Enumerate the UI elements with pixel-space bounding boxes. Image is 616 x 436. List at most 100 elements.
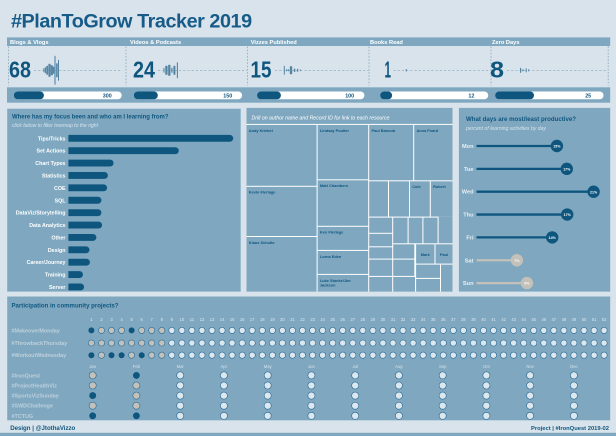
svg-text:41: 41 xyxy=(491,317,496,322)
svg-text:#SportsVizSunday: #SportsVizSunday xyxy=(12,394,59,400)
svg-text:52: 52 xyxy=(602,317,607,322)
svg-text:Jul: Jul xyxy=(353,364,358,369)
svg-text:Training: Training xyxy=(45,273,66,279)
svg-text:16: 16 xyxy=(240,317,245,322)
svg-text:32: 32 xyxy=(401,317,406,322)
svg-text:Feb: Feb xyxy=(133,364,141,369)
svg-text:Tue: Tue xyxy=(464,167,474,173)
svg-text:34: 34 xyxy=(421,317,426,322)
svg-text:Project | #IronQuest 2019-02: Project | #IronQuest 2019-02 xyxy=(531,426,609,432)
svg-text:36: 36 xyxy=(441,317,446,322)
svg-text:percent of learning activities: percent of learning activities by day xyxy=(465,126,546,132)
svg-text:Where has my focus been and wh: Where has my focus been and who am I lea… xyxy=(12,114,169,121)
svg-text:Videos & Podcasts: Videos & Podcasts xyxy=(130,40,181,46)
svg-text:Kevin Flerlage: Kevin Flerlage xyxy=(249,190,276,195)
svg-text:17%: 17% xyxy=(564,213,572,217)
svg-text:Books Read: Books Read xyxy=(370,40,403,46)
svg-text:11: 11 xyxy=(190,317,195,322)
svg-text:Other: Other xyxy=(51,235,65,241)
svg-text:Server: Server xyxy=(49,285,66,291)
svg-text:24: 24 xyxy=(320,317,325,322)
svg-text:5: 5 xyxy=(130,317,133,322)
svg-text:9%: 9% xyxy=(524,282,530,286)
svg-text:#IronQuest: #IronQuest xyxy=(12,373,41,379)
svg-text:25: 25 xyxy=(585,94,591,100)
svg-text:#ProjectHealthViz: #ProjectHealthViz xyxy=(12,384,58,390)
svg-text:43: 43 xyxy=(511,317,516,322)
svg-text:Lorna Eden: Lorna Eden xyxy=(320,254,342,259)
svg-text:Cole: Cole xyxy=(412,184,421,189)
svg-text:46: 46 xyxy=(542,317,547,322)
svg-text:Chart Types: Chart Types xyxy=(35,161,65,167)
svg-text:SQL: SQL xyxy=(55,198,67,204)
svg-text:Jun: Jun xyxy=(308,364,315,369)
svg-text:Dec: Dec xyxy=(570,364,577,369)
svg-text:40: 40 xyxy=(481,317,486,322)
svg-text:Matt Chambers: Matt Chambers xyxy=(320,183,348,188)
svg-text:13: 13 xyxy=(210,317,215,322)
svg-text:21%: 21% xyxy=(590,190,598,194)
svg-text:20: 20 xyxy=(280,317,285,322)
svg-text:49: 49 xyxy=(572,317,577,322)
svg-text:Sat: Sat xyxy=(465,258,474,264)
svg-text:100: 100 xyxy=(345,94,354,100)
svg-text:Tips/Tricks: Tips/Tricks xyxy=(38,136,66,142)
svg-text:COE: COE xyxy=(54,186,66,192)
svg-text:Anna Foard: Anna Foard xyxy=(417,128,439,133)
svg-text:14: 14 xyxy=(220,317,225,322)
svg-text:Jan: Jan xyxy=(89,364,96,369)
svg-text:Mar: Mar xyxy=(177,364,185,369)
svg-text:22: 22 xyxy=(300,317,305,322)
svg-text:Paul: Paul xyxy=(440,252,448,257)
svg-text:39: 39 xyxy=(471,317,476,322)
svg-text:26: 26 xyxy=(340,317,345,322)
svg-text:38: 38 xyxy=(461,317,466,322)
svg-text:33: 33 xyxy=(411,317,416,322)
svg-text:21: 21 xyxy=(290,317,295,322)
svg-text:12: 12 xyxy=(200,317,205,322)
svg-text:Design | @JtothaVizzo: Design | @JtothaVizzo xyxy=(10,425,75,432)
svg-text:Wed: Wed xyxy=(462,190,474,196)
svg-text:14%: 14% xyxy=(549,236,557,240)
svg-text:6: 6 xyxy=(141,317,144,322)
svg-text:What days are most/least produ: What days are most/least productive? xyxy=(466,116,576,123)
svg-text:24: 24 xyxy=(133,57,155,83)
svg-text:42: 42 xyxy=(501,317,506,322)
svg-text:31: 31 xyxy=(391,317,396,322)
svg-text:51: 51 xyxy=(592,317,597,322)
svg-text:44: 44 xyxy=(521,317,526,322)
svg-text:8: 8 xyxy=(490,57,504,83)
svg-text:23: 23 xyxy=(310,317,315,322)
svg-text:Set Actions: Set Actions xyxy=(37,149,66,155)
svg-text:30: 30 xyxy=(381,317,386,322)
svg-text:18: 18 xyxy=(260,317,265,322)
svg-text:150: 150 xyxy=(223,94,232,100)
svg-text:Sep: Sep xyxy=(439,364,447,369)
svg-text:#PlanToGrow Tracker 2019: #PlanToGrow Tracker 2019 xyxy=(11,11,252,33)
svg-text:Thu: Thu xyxy=(463,213,474,219)
svg-text:47: 47 xyxy=(552,317,557,322)
svg-text:37: 37 xyxy=(451,317,456,322)
svg-text:Vizzes Published: Vizzes Published xyxy=(251,40,298,46)
svg-text:12: 12 xyxy=(468,94,474,100)
svg-text:Ken Flerlage: Ken Flerlage xyxy=(320,230,344,235)
svg-text:15: 15 xyxy=(251,57,272,83)
svg-text:Drill on author name and Recor: Drill on author name and Record ID for l… xyxy=(252,116,390,122)
svg-text:#SWDChallenge: #SWDChallenge xyxy=(12,404,53,410)
svg-text:May: May xyxy=(264,364,273,369)
svg-text:#WorkoutWednesday: #WorkoutWednesday xyxy=(12,353,67,359)
svg-text:8: 8 xyxy=(161,317,164,322)
svg-text:35: 35 xyxy=(431,317,436,322)
svg-text:300: 300 xyxy=(103,94,112,100)
svg-text:Mon: Mon xyxy=(462,144,474,150)
svg-text:29: 29 xyxy=(371,317,376,322)
svg-text:68: 68 xyxy=(9,57,31,83)
svg-text:Paul Banoub: Paul Banoub xyxy=(372,128,396,133)
svg-text:Oct: Oct xyxy=(483,364,490,369)
svg-text:17: 17 xyxy=(250,317,255,322)
svg-text:7: 7 xyxy=(151,317,154,322)
svg-text:1: 1 xyxy=(385,57,392,83)
svg-text:Mark: Mark xyxy=(421,252,431,257)
svg-text:Career/Journey: Career/Journey xyxy=(27,260,66,266)
svg-text:1: 1 xyxy=(90,317,93,322)
